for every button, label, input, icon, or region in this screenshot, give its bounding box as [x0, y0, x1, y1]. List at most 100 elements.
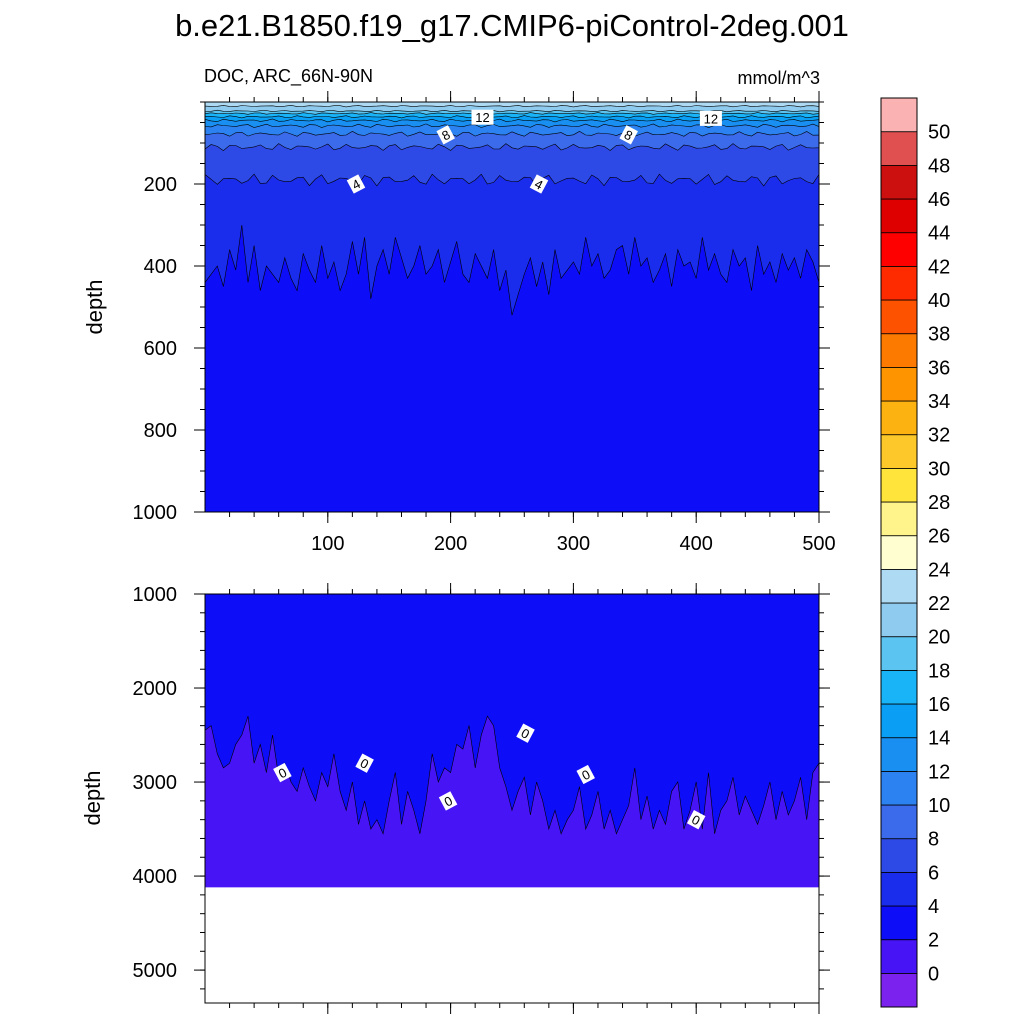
colorbar-label: 4 [928, 896, 939, 918]
colorbar-label: 10 [928, 795, 950, 817]
colorbar-label: 28 [928, 492, 950, 514]
upper-depth-axis-label: depth [82, 279, 107, 334]
contour-line-8 [205, 131, 819, 137]
colorbar-swatch [880, 467, 918, 503]
colorbar-swatch [880, 703, 918, 739]
contour-line-2 [205, 224, 819, 316]
colorbar-swatch [880, 400, 918, 436]
colorbar-swatch [880, 265, 918, 301]
plot-area: 12 12 8 8 4 4 [205, 102, 819, 512]
contour-label-box [355, 753, 374, 773]
colorbar-label: 44 [928, 223, 950, 245]
contour-label-box [619, 125, 638, 145]
x-tick-label: 500 [802, 533, 835, 555]
contour-label-box [436, 125, 455, 145]
contour-label: 4 [529, 174, 549, 194]
contour-line-0 [205, 715, 819, 835]
lower-depth-axis-label: depth [80, 770, 105, 825]
colorbar-swatch [880, 669, 918, 705]
contour-label: 8 [436, 125, 455, 145]
colorbar-label: 48 [928, 155, 950, 177]
y-tick-label: 4000 [133, 866, 178, 888]
figure-title: b.e21.B1850.f19_g17.CMIP6-piControl-2deg… [175, 8, 849, 43]
colorbar-label: 18 [928, 660, 950, 682]
colorbar-label: 20 [928, 627, 950, 649]
colorbar-label: 50 [928, 122, 950, 144]
colorbar-swatch [880, 770, 918, 806]
colorbar-label: 16 [928, 694, 950, 716]
contour-label: 12 [699, 110, 722, 126]
colorbar-label: 30 [928, 458, 950, 480]
panel-frame [204, 593, 820, 1004]
colorbar-label: 34 [928, 391, 950, 413]
ocean-floor-mask [205, 887, 819, 1003]
colorbar-label: 24 [928, 559, 950, 581]
colorbar-label: 46 [928, 189, 950, 211]
colorbar-label: 42 [928, 256, 950, 278]
colorbar-swatch [880, 905, 918, 941]
colorbar-label: 36 [928, 357, 950, 379]
colorbar-swatch [880, 501, 918, 537]
contour-label-text: 12 [475, 110, 489, 125]
colorbar-swatch [880, 164, 918, 200]
contour-line-20 [205, 104, 819, 108]
colorbar-label: 6 [928, 862, 939, 884]
colorbar-swatch [880, 602, 918, 638]
contour-line-4 [205, 173, 819, 187]
contour-label: 0 [438, 791, 458, 811]
colorbar-swatch [880, 972, 918, 1008]
colorbar-label: 22 [928, 593, 950, 615]
y-tick-label: 400 [144, 256, 177, 278]
plot-area: 0 0 0 0 0 0 [205, 594, 819, 1003]
x-tick-label: 100 [311, 533, 344, 555]
y-tick-label: 600 [144, 338, 177, 360]
contour-band-2 [205, 225, 819, 512]
colorbar-label: 38 [928, 324, 950, 346]
y-tick-label: 3000 [133, 772, 178, 794]
colorbar-label: 26 [928, 526, 950, 548]
contour-label: 0 [355, 753, 374, 773]
contour-label-text: 12 [704, 111, 718, 126]
colorbar-swatch [880, 838, 918, 873]
contour-label-box [471, 109, 494, 125]
contour-label: 0 [273, 762, 292, 783]
y-tick-label: 1000 [133, 584, 178, 606]
contour-label-box [699, 110, 722, 126]
colorbar-swatch [880, 232, 918, 267]
colorbar-frame [880, 97, 918, 1008]
lower-panel: 0 0 0 0 0 0 1000 2000 3000 4000 5000 [133, 583, 830, 1014]
contour-label: 0 [576, 764, 595, 785]
contour-label: 4 [346, 174, 366, 194]
x-tick-label: 200 [434, 533, 467, 555]
variable-region-label: DOC, ARC_66N-90N [204, 66, 373, 87]
colorbar-swatch [880, 804, 918, 840]
colorbar-swatch [880, 299, 918, 335]
y-tick-label: 800 [144, 420, 177, 442]
contour-label: 0 [516, 723, 535, 743]
colorbar-swatch [880, 333, 918, 368]
colorbar-swatch [880, 939, 918, 974]
colorbar-swatch [880, 198, 918, 234]
colorbar-swatch [880, 535, 918, 570]
contour-label-box [529, 174, 549, 194]
contour-line-6 [205, 143, 819, 151]
contour-label: 0 [686, 810, 706, 830]
y-tick-label: 2000 [133, 678, 178, 700]
colorbar-label: 14 [928, 728, 950, 750]
colorbar-label: 32 [928, 425, 950, 447]
contour-label: 8 [619, 125, 638, 145]
colorbar-swatch [880, 568, 918, 604]
colorbar-label: 2 [928, 930, 939, 952]
colorbar-swatch [880, 131, 918, 166]
colorbar-swatch [880, 737, 918, 772]
y-tick-label: 5000 [133, 960, 178, 982]
contour-label: 12 [471, 109, 494, 125]
colorbar-swatch [880, 366, 918, 402]
contour-label-box [686, 810, 706, 830]
colorbar-label: 40 [928, 290, 950, 312]
contour-label-box [346, 174, 366, 194]
colorbar: 0246810121416182022242628303234363840424… [880, 97, 950, 1008]
colorbar-label: 12 [928, 761, 950, 783]
colorbar-label: 0 [928, 963, 939, 985]
colorbar-label: 8 [928, 829, 939, 851]
